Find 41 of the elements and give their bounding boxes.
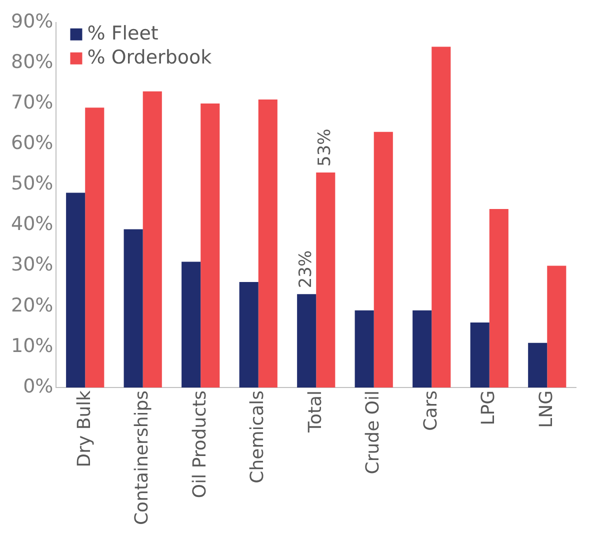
bar bbox=[528, 342, 548, 388]
bar bbox=[200, 104, 220, 388]
bar bbox=[489, 208, 508, 388]
bar bbox=[432, 46, 451, 388]
y-tick-label: 90% bbox=[10, 10, 54, 32]
bar bbox=[142, 91, 162, 388]
y-tick-label: 40% bbox=[10, 213, 54, 236]
bar bbox=[66, 192, 86, 388]
legend-label: % Fleet bbox=[87, 22, 158, 44]
bar bbox=[124, 229, 143, 388]
bar bbox=[412, 310, 432, 388]
y-tick-label: 10% bbox=[10, 334, 54, 357]
bar bbox=[182, 262, 201, 388]
legend-label: % Orderbook bbox=[87, 46, 212, 68]
x-tick-label: LPG bbox=[478, 390, 500, 426]
bar bbox=[239, 282, 258, 388]
y-tick-label: 20% bbox=[10, 294, 54, 316]
y-tick-label: 70% bbox=[10, 91, 54, 114]
y-tick-label: 80% bbox=[10, 50, 54, 73]
x-tick-label: LNG bbox=[536, 390, 557, 428]
x-tick-label: Oil Products bbox=[189, 390, 210, 498]
bar bbox=[547, 266, 566, 388]
bar bbox=[297, 294, 316, 388]
x-tick-label: Containerships bbox=[132, 390, 153, 526]
bar bbox=[354, 310, 374, 388]
y-tick-label: 30% bbox=[10, 254, 54, 276]
bar bbox=[374, 132, 393, 388]
x-tick-label: Dry Bulk bbox=[74, 390, 95, 468]
y-tick-label: 0% bbox=[23, 375, 54, 398]
x-tick-label: Cars bbox=[420, 390, 442, 431]
data-label: 53% bbox=[315, 128, 336, 166]
x-tick-label: Chemicals bbox=[247, 390, 268, 484]
x-tick-label: Crude Oil bbox=[362, 390, 384, 474]
data-label: 23% bbox=[296, 250, 316, 288]
bar bbox=[316, 172, 336, 388]
y-tick-label: 50% bbox=[10, 172, 54, 195]
bar bbox=[470, 322, 490, 388]
y-tick-label: 60% bbox=[10, 132, 54, 154]
bar bbox=[258, 99, 278, 388]
x-tick-label: Total bbox=[304, 390, 326, 434]
bar bbox=[85, 108, 104, 388]
